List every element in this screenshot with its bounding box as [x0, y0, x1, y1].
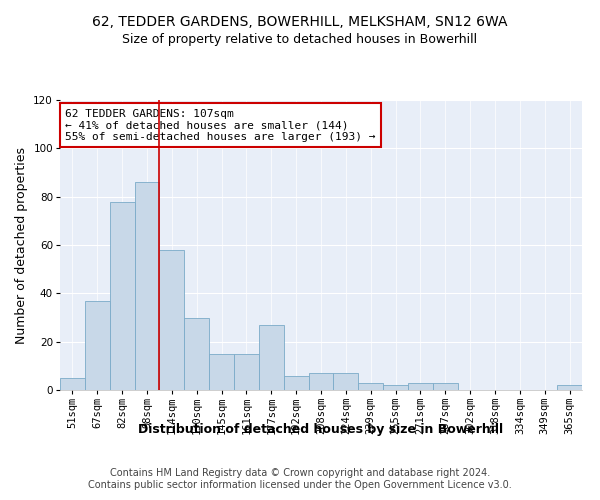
Bar [433, 383, 458, 390]
Bar [110, 202, 134, 390]
Text: 62 TEDDER GARDENS: 107sqm
← 41% of detached houses are smaller (144)
55% of semi: 62 TEDDER GARDENS: 107sqm ← 41% of detac… [65, 108, 376, 142]
Bar [334, 373, 358, 390]
Text: Contains HM Land Registry data © Crown copyright and database right 2024.
Contai: Contains HM Land Registry data © Crown c… [88, 468, 512, 490]
Bar [85, 300, 110, 390]
Bar [557, 385, 582, 390]
Bar [408, 383, 433, 390]
Bar [160, 250, 184, 390]
Text: Distribution of detached houses by size in Bowerhill: Distribution of detached houses by size … [139, 422, 503, 436]
Bar [383, 385, 408, 390]
Bar [259, 325, 284, 390]
Text: Size of property relative to detached houses in Bowerhill: Size of property relative to detached ho… [122, 32, 478, 46]
Bar [358, 383, 383, 390]
Bar [184, 318, 209, 390]
Y-axis label: Number of detached properties: Number of detached properties [15, 146, 28, 344]
Bar [134, 182, 160, 390]
Bar [284, 376, 308, 390]
Bar [308, 373, 334, 390]
Bar [234, 354, 259, 390]
Text: 62, TEDDER GARDENS, BOWERHILL, MELKSHAM, SN12 6WA: 62, TEDDER GARDENS, BOWERHILL, MELKSHAM,… [92, 15, 508, 29]
Bar [60, 378, 85, 390]
Bar [209, 354, 234, 390]
